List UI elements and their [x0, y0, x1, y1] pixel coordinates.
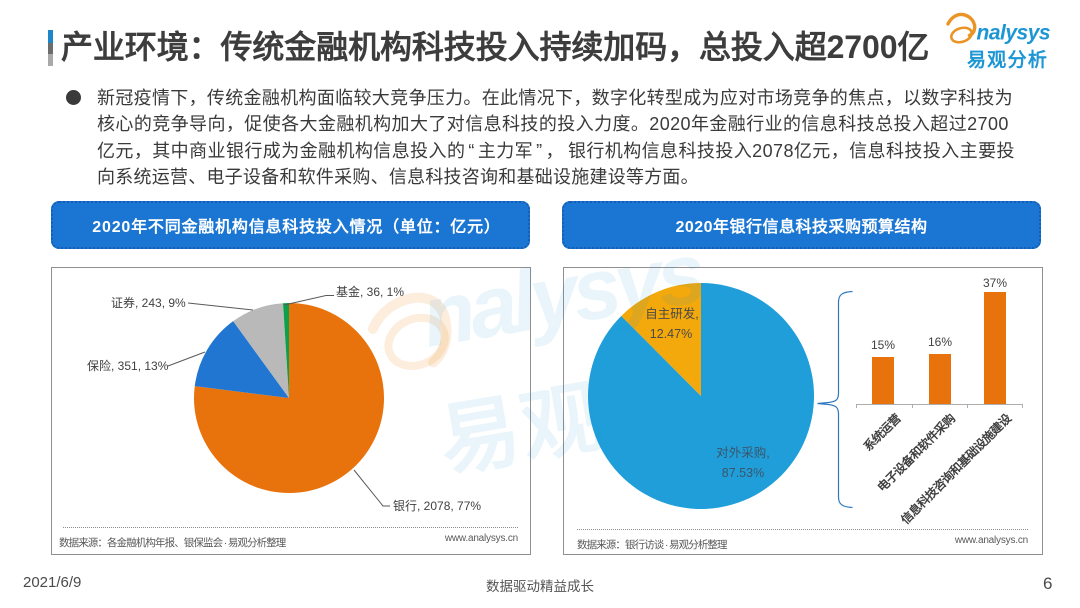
- svg-text:易观分析: 易观分析: [967, 48, 1048, 71]
- svg-text:12.47%: 12.47%: [650, 327, 692, 341]
- svg-text:37%: 37%: [983, 276, 1007, 290]
- svg-text:保险, 351, 13%: 保险, 351, 13%: [87, 358, 169, 373]
- svg-text:87.53%: 87.53%: [722, 466, 764, 480]
- svg-text:自主研发,: 自主研发,: [645, 306, 698, 321]
- svg-text:nalysys: nalysys: [977, 22, 1051, 45]
- svg-text:16%: 16%: [928, 335, 952, 349]
- svg-text:对外采购,: 对外采购,: [716, 445, 769, 460]
- svg-text:银行, 2078, 77%: 银行, 2078, 77%: [393, 499, 481, 513]
- svg-text:基金, 36, 1%: 基金, 36, 1%: [336, 284, 404, 299]
- svg-text:证券, 243, 9%: 证券, 243, 9%: [111, 295, 186, 310]
- svg-text:15%: 15%: [871, 338, 895, 352]
